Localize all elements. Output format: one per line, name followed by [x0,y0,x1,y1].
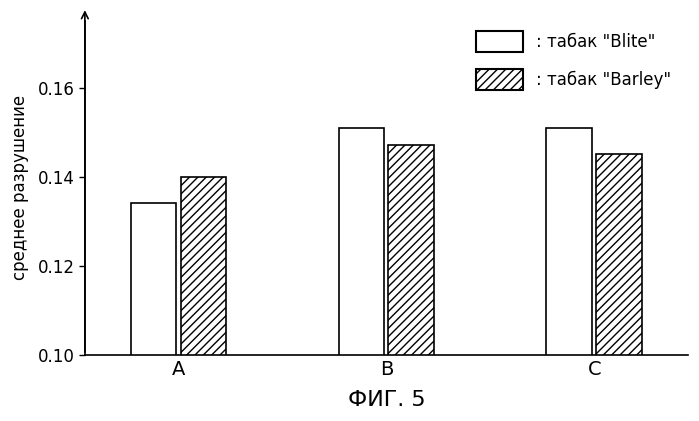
X-axis label: ФИГ. 5: ФИГ. 5 [347,390,425,410]
Y-axis label: среднее разрушение: среднее разрушение [11,95,29,280]
Bar [547,128,592,421]
Bar [596,155,642,421]
Bar [338,128,384,421]
Bar [389,146,434,421]
Legend: : табак "Blite", : табак "Barley": : табак "Blite", : табак "Barley" [468,22,679,99]
Bar [180,177,226,421]
Bar [131,203,176,421]
